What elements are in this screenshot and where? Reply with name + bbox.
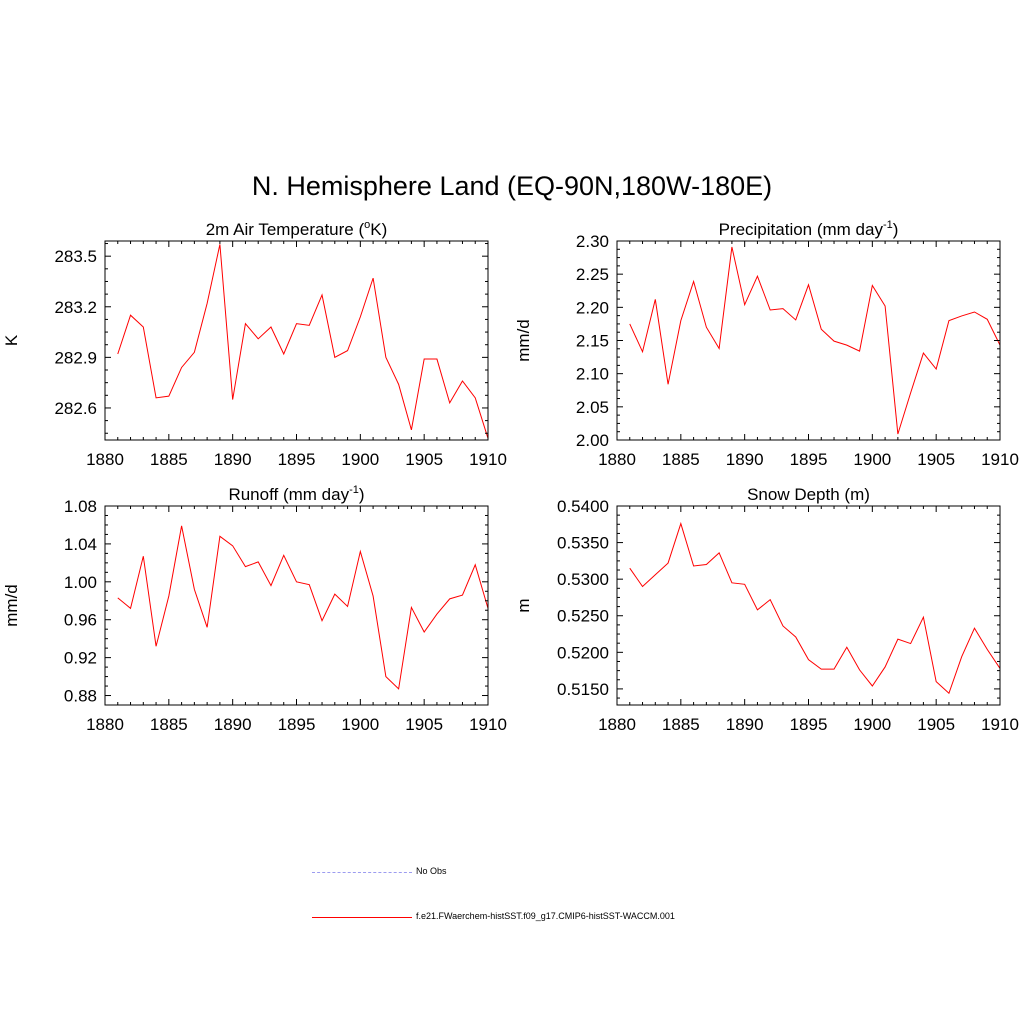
x-tick-label: 1885 <box>662 715 700 734</box>
x-tick-label: 1895 <box>790 450 828 469</box>
series-line <box>117 525 489 690</box>
y-tick-label: 2.05 <box>576 398 609 417</box>
panel-title-text: ) <box>359 485 365 504</box>
x-tick-label: 1900 <box>341 450 379 469</box>
x-tick-label: 1880 <box>598 715 636 734</box>
legend-label: No Obs <box>416 866 447 876</box>
legend-item-model: f.e21.FWaerchem-histSST.f09_g17.CMIP6-hi… <box>312 911 732 923</box>
y-tick-label: 0.5400 <box>557 497 609 516</box>
x-tick-label: 1880 <box>86 715 124 734</box>
legend-item-no-obs: No Obs <box>312 866 732 878</box>
plot-frame <box>616 505 1001 706</box>
plot-frame <box>104 240 489 441</box>
chart-panel-snow-depth: Snow Depth (m) m 1880 1885 1890 1895 1900 1905 1… <box>514 485 1019 734</box>
x-tick-label: 1910 <box>469 450 507 469</box>
y-tick-label: 2.10 <box>576 365 609 384</box>
y-tick-label: 282.6 <box>54 399 97 418</box>
x-tick-label: 1890 <box>726 450 764 469</box>
panel-title: Snow Depth (m) <box>747 485 870 504</box>
y-tick-label: 1.08 <box>64 497 97 516</box>
y-tick-label: 0.92 <box>64 649 97 668</box>
x-tick-label: 1910 <box>981 450 1019 469</box>
panel-title-text: ) <box>893 220 899 239</box>
legend-label: f.e21.FWaerchem-histSST.f09_g17.CMIP6-hi… <box>416 911 675 921</box>
y-tick-label: 1.04 <box>64 535 97 554</box>
x-tick-label: 1885 <box>150 450 188 469</box>
panel-title: Runoff (mm day-1) <box>228 484 364 504</box>
y-tick-label: 2.00 <box>576 431 609 450</box>
panel-title-text: 2m Air Temperature ( <box>206 220 365 239</box>
y-tick-label: 0.88 <box>64 687 97 706</box>
y-tick-label: 2.15 <box>576 332 609 351</box>
x-tick-label: 1905 <box>405 715 443 734</box>
x-tick-label: 1910 <box>981 715 1019 734</box>
panel-title: Precipitation (mm day-1) <box>719 219 899 239</box>
x-tick-label: 1885 <box>662 450 700 469</box>
x-tick-label: 1885 <box>150 715 188 734</box>
y-tick-label: 0.5350 <box>557 534 609 553</box>
chart-panel-air-temperature: 2m Air Temperature (oK) K 1880 1885 1890 1895… <box>2 219 507 469</box>
x-tick-label: 1895 <box>278 715 316 734</box>
y-axis-label: m <box>514 598 533 612</box>
y-tick-label: 2.30 <box>576 232 609 251</box>
x-tick-label: 1890 <box>214 715 252 734</box>
y-tick-label: 282.9 <box>54 348 97 367</box>
y-tick-label: 2.25 <box>576 265 609 284</box>
x-tick-label: 1895 <box>790 715 828 734</box>
panel-title-text: Snow Depth (m) <box>747 485 870 504</box>
legend-swatch-dashed <box>312 872 412 873</box>
x-tick-label: 1890 <box>726 715 764 734</box>
plot-frame <box>616 240 1001 441</box>
series-line <box>117 244 489 439</box>
panel-title-superscript: -1 <box>349 484 359 496</box>
y-tick-label: 0.5150 <box>557 680 609 699</box>
panel-title-text: Precipitation (mm day <box>719 220 884 239</box>
y-axis-label: mm/d <box>2 584 21 627</box>
x-tick-label: 1900 <box>853 450 891 469</box>
y-tick-label: 0.5250 <box>557 607 609 626</box>
y-axis-label: K <box>2 334 21 346</box>
x-tick-label: 1905 <box>405 450 443 469</box>
y-tick-label: 283.5 <box>54 247 97 266</box>
y-tick-label: 0.96 <box>64 611 97 630</box>
y-tick-label: 283.2 <box>54 298 97 317</box>
x-tick-label: 1900 <box>853 715 891 734</box>
x-tick-label: 1900 <box>341 715 379 734</box>
series-line <box>629 521 1001 695</box>
x-tick-label: 1905 <box>917 450 955 469</box>
chart-panel-precipitation: Precipitation (mm day-1) mm/d 1880 1885 1890… <box>514 219 1019 469</box>
x-tick-label: 1910 <box>469 715 507 734</box>
y-axis-label: mm/d <box>514 319 533 362</box>
series-line <box>629 246 1001 435</box>
page-title: N. Hemisphere Land (EQ-90N,180W-180E) <box>252 171 772 201</box>
chart-panels: 2m Air Temperature (oK) K 1880 1885 1890 1895… <box>2 219 1019 734</box>
y-tick-label: 2.20 <box>576 298 609 317</box>
x-tick-label: 1880 <box>598 450 636 469</box>
chart-panel-runoff: Runoff (mm day-1) mm/d 1880 1885 1890 1895 190… <box>2 484 507 734</box>
x-tick-label: 1890 <box>214 450 252 469</box>
x-tick-label: 1905 <box>917 715 955 734</box>
plot-frame <box>104 505 489 706</box>
panel-title-superscript: o <box>364 219 370 231</box>
panel-title: 2m Air Temperature (oK) <box>206 219 388 239</box>
y-tick-label: 0.5200 <box>557 643 609 662</box>
x-tick-label: 1895 <box>278 450 316 469</box>
panel-title-text: Runoff (mm day <box>228 485 349 504</box>
y-tick-label: 0.5300 <box>557 570 609 589</box>
legend-swatch-solid <box>312 917 412 918</box>
panel-title-superscript: -1 <box>883 219 893 231</box>
y-tick-label: 1.00 <box>64 573 97 592</box>
x-tick-label: 1880 <box>86 450 124 469</box>
panel-title-text: K) <box>370 220 387 239</box>
